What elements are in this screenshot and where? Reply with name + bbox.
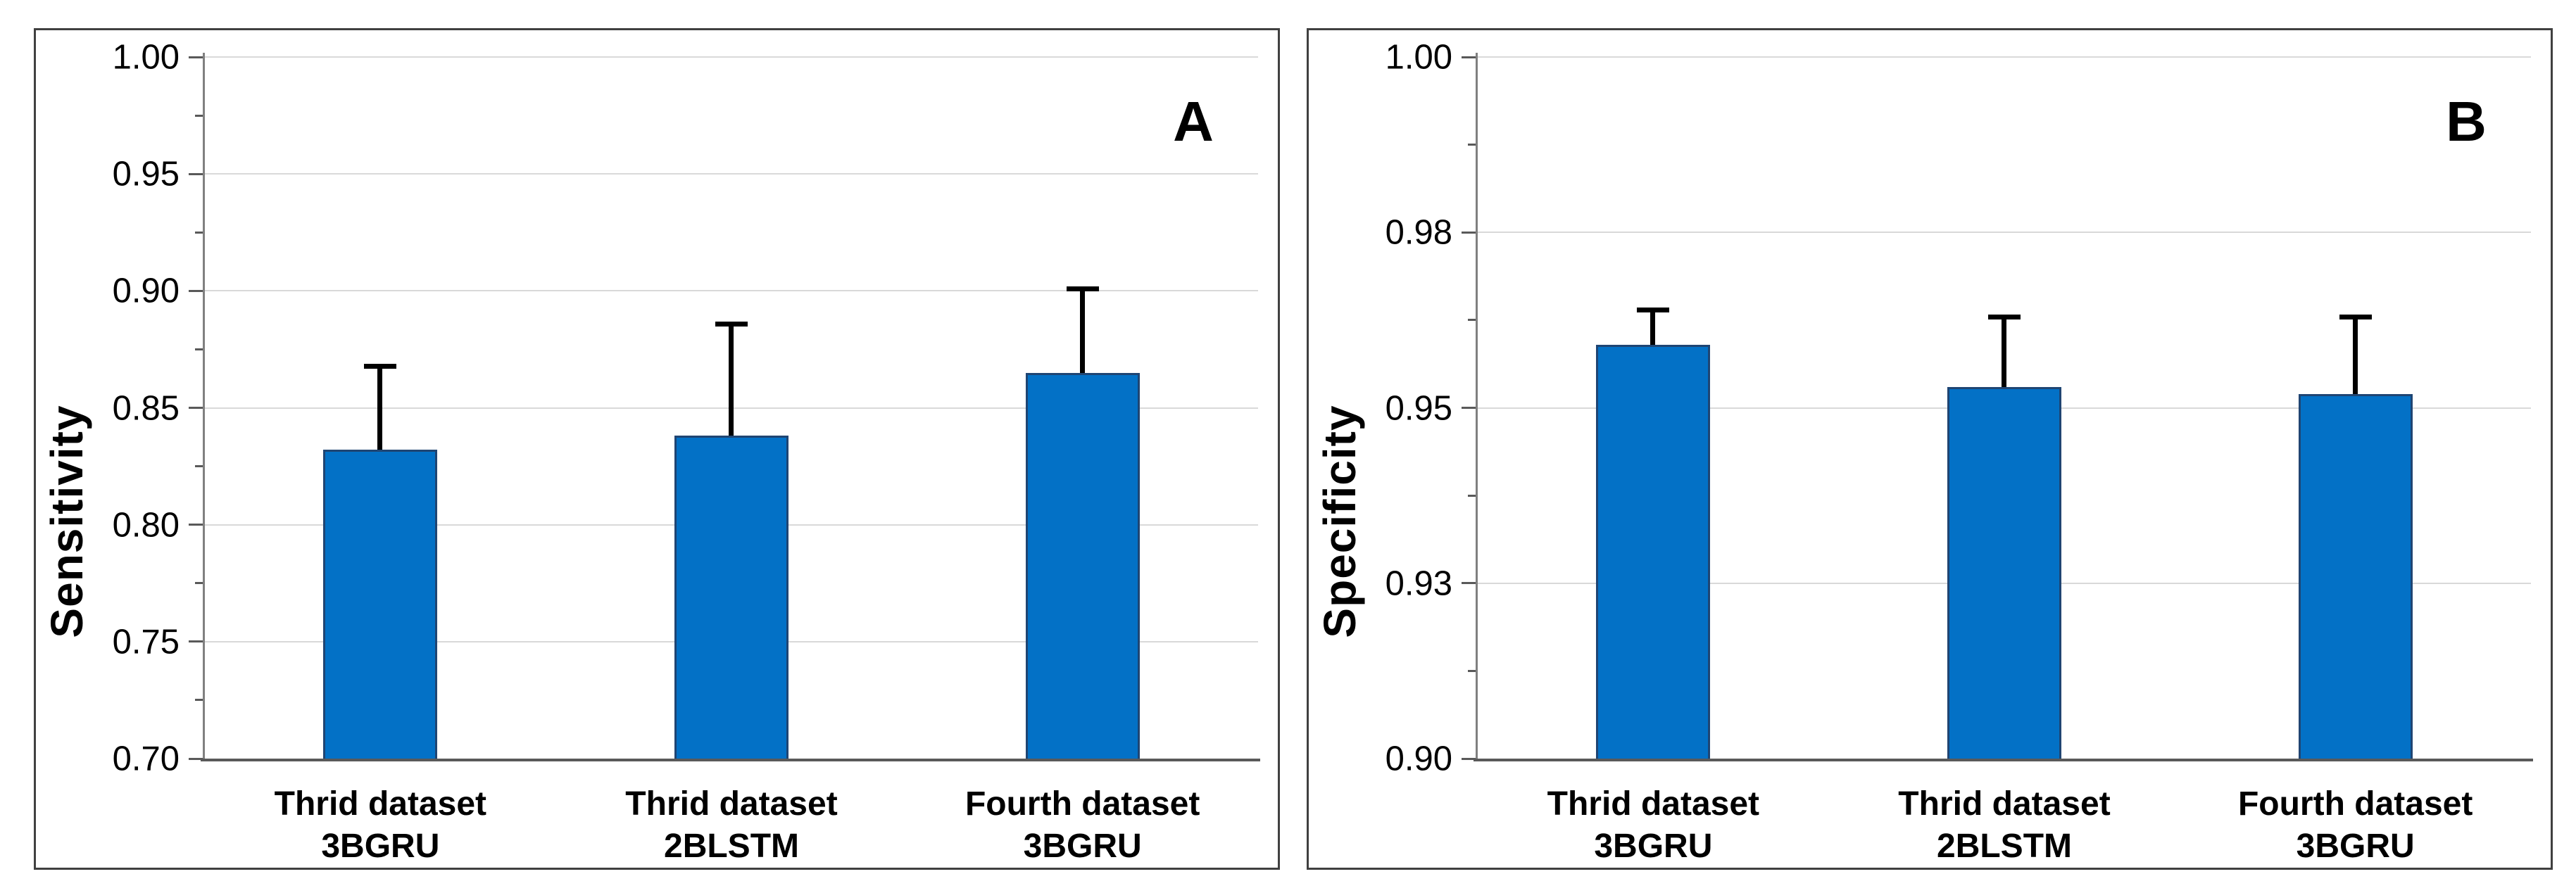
category-label-line2: 2BLSTM <box>664 828 799 865</box>
panel-label: A <box>1173 90 1214 153</box>
y-axis-tick <box>1462 407 1476 409</box>
bar <box>323 450 438 759</box>
bar <box>1947 386 2061 759</box>
category-label: Thrid dataset 3BGRU <box>204 783 556 868</box>
error-bar-cap <box>364 363 397 369</box>
y-axis-tick <box>1462 231 1476 234</box>
y-axis-line <box>1476 53 1478 761</box>
category-label: Thrid dataset 2BLSTM <box>555 783 907 868</box>
category-label-line1: Fourth dataset <box>2237 785 2473 823</box>
y-axis-minor-tick <box>195 114 203 117</box>
y-axis-tick-label: 0.75 <box>112 623 180 661</box>
bar <box>2298 393 2413 759</box>
y-axis-tick-label: 0.95 <box>1385 389 1452 427</box>
gridline <box>205 290 1258 292</box>
category-label-line2: 3BGRU <box>1023 828 1142 865</box>
bar <box>1025 372 1140 759</box>
plot-area: Sensitivity A 0.70 0.75 0.80 0.85 0.90 0.95 1.… <box>42 40 1260 865</box>
error-bar-cap <box>1988 314 2021 319</box>
y-axis-tick-label: 0.93 <box>1385 564 1452 603</box>
category-label-line1: Fourth dataset <box>965 785 1200 823</box>
category-label: Fourth dataset 3BGRU <box>2180 783 2532 868</box>
y-axis-title: Specificity <box>1314 405 1365 638</box>
category-label: Thrid dataset 3BGRU <box>1477 783 1829 868</box>
category-label-line1: Thrid dataset <box>1898 785 2111 823</box>
y-axis-tick-label: 0.98 <box>1385 213 1452 252</box>
x-axis-line <box>201 759 1260 761</box>
y-axis-minor-tick <box>195 465 203 468</box>
category-label-line2: 3BGRU <box>2296 828 2415 865</box>
y-axis-tick <box>1462 582 1476 585</box>
category-label-line2: 3BGRU <box>1594 828 1713 865</box>
gridline <box>205 56 1258 58</box>
y-axis-tick-label: 1.00 <box>112 38 180 77</box>
y-axis-line <box>203 53 205 761</box>
error-bar-stem <box>1650 309 1656 347</box>
error-bar-cap <box>1066 286 1099 291</box>
chart-panel-b: Specificity B 0.90 0.93 0.95 0.98 1.00 Thrid … <box>1307 28 2553 870</box>
error-bar-cap <box>715 321 748 327</box>
category-label-line1: Thrid dataset <box>1547 785 1760 823</box>
category-label-line2: 3BGRU <box>321 828 440 865</box>
y-axis-minor-tick <box>1468 494 1476 497</box>
error-bar-cap <box>2339 314 2372 319</box>
y-axis-minor-tick <box>1468 144 1476 146</box>
plot-area: Specificity B 0.90 0.93 0.95 0.98 1.00 Thrid … <box>1314 40 2533 865</box>
y-axis-minor-tick <box>1468 669 1476 672</box>
y-axis-tick <box>189 407 203 409</box>
error-bar-stem <box>729 323 734 438</box>
y-axis-tick-label: 0.90 <box>1385 740 1452 778</box>
error-bar-stem <box>2352 316 2358 396</box>
y-axis-tick <box>189 56 203 58</box>
category-label: Fourth dataset 3BGRU <box>907 783 1259 868</box>
y-axis-tick-label: 0.95 <box>112 155 180 194</box>
error-bar-stem <box>377 365 383 452</box>
gridline <box>1478 56 2531 58</box>
y-axis-tick-label: 1.00 <box>1385 38 1452 77</box>
category-label-line2: 2BLSTM <box>1937 828 2072 865</box>
category-label: Thrid dataset 2BLSTM <box>1828 783 2180 868</box>
error-bar-cap <box>1637 307 1670 312</box>
category-label-line1: Thrid dataset <box>625 785 838 823</box>
y-axis-tick <box>189 524 203 526</box>
error-bar-stem <box>1079 289 1085 375</box>
y-axis-minor-tick <box>195 231 203 234</box>
y-axis-minor-tick <box>195 582 203 585</box>
chart-panel-a: Sensitivity A 0.70 0.75 0.80 0.85 0.90 0.95 1.… <box>34 28 1280 870</box>
y-axis-minor-tick <box>195 348 203 350</box>
gridline <box>1478 232 2531 234</box>
error-bar-stem <box>2002 316 2006 389</box>
y-axis-tick <box>1462 757 1476 760</box>
y-axis-tick <box>189 757 203 760</box>
x-axis-line <box>1474 759 2533 761</box>
y-axis-tick-label: 0.85 <box>112 389 180 427</box>
category-label-line1: Thrid dataset <box>274 785 487 823</box>
y-axis-tick <box>189 289 203 292</box>
y-axis-tick <box>189 172 203 175</box>
panel-label: B <box>2446 90 2487 153</box>
bar <box>1596 344 1711 759</box>
y-axis-tick-label: 0.80 <box>112 506 180 545</box>
y-axis-tick-label: 0.70 <box>112 740 180 778</box>
y-axis-tick <box>1462 56 1476 58</box>
y-axis-tick <box>189 640 203 643</box>
y-axis-tick-label: 0.90 <box>112 272 180 310</box>
y-axis-minor-tick <box>195 699 203 702</box>
y-axis-minor-tick <box>1468 319 1476 322</box>
gridline <box>205 173 1258 175</box>
bar <box>674 436 788 759</box>
